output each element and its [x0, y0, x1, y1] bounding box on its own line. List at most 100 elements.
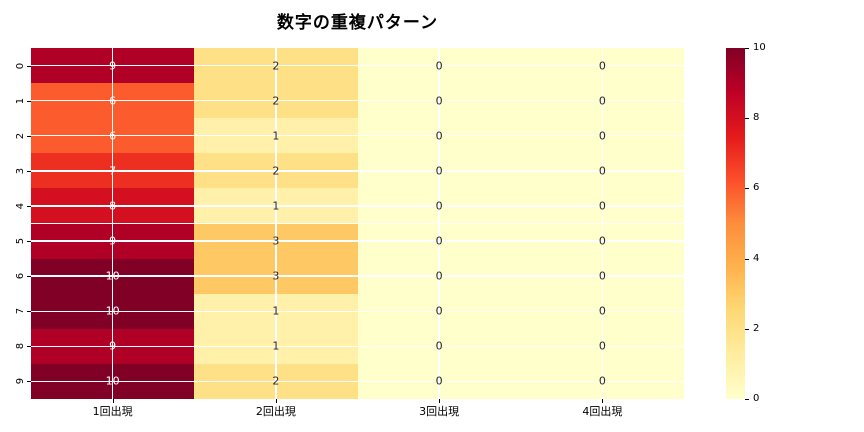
grid-line-horizontal: [31, 275, 684, 277]
cell-annotation: 0: [435, 129, 443, 143]
cell-annotation: 0: [435, 374, 443, 388]
cell-annotation: 0: [435, 234, 443, 248]
y-axis-tick: [27, 65, 31, 67]
y-axis-tick-label: 5: [15, 237, 26, 245]
cell-annotation: 6: [109, 94, 117, 108]
x-axis-tick: [439, 399, 441, 403]
colorbar-tick: [745, 399, 749, 400]
grid-line-horizontal: [31, 240, 684, 242]
x-axis-tick: [112, 399, 114, 403]
x-axis-tick: [602, 399, 604, 403]
cell-annotation: 9: [109, 339, 117, 353]
y-axis-tick: [27, 346, 31, 348]
grid-line-horizontal: [31, 310, 684, 312]
colorbar-tick-label: 8: [753, 112, 760, 124]
grid-line-horizontal: [31, 99, 684, 102]
colorbar-tick-label: 6: [753, 182, 760, 194]
colorbar-tick-label: 2: [753, 322, 760, 334]
colorbar-tick-label: 0: [753, 393, 760, 404]
colorbar-tick: [745, 258, 749, 260]
y-axis-tick-label: 7: [15, 308, 26, 315]
colorbar-tick-label: 4: [753, 252, 760, 264]
cell-annotation: 0: [598, 59, 606, 73]
cell-annotation: 2: [272, 94, 280, 108]
cell-annotation: 0: [598, 269, 606, 283]
cell-annotation: 0: [435, 94, 443, 108]
grid-line-horizontal: [31, 135, 684, 137]
x-axis: 1回出現 2回出現 3回出現 4回出現: [31, 399, 684, 432]
cell-annotation: 9: [109, 234, 117, 248]
colorbar-tick: [745, 188, 749, 190]
y-axis-tick-label: 2: [15, 132, 26, 139]
cell-annotation: 0: [435, 304, 443, 318]
grid-line-vertical: [601, 48, 604, 399]
y-axis-tick: [27, 170, 31, 172]
cell-annotation: 0: [435, 164, 443, 178]
grid-line-vertical: [275, 48, 277, 399]
cell-annotation: 0: [598, 374, 606, 388]
cell-annotation: 0: [435, 199, 443, 213]
cell-annotation: 0: [598, 199, 606, 213]
cell-annotation: 10: [105, 374, 120, 388]
grid-line-vertical: [111, 48, 114, 399]
cell-annotation: 0: [598, 94, 606, 108]
cell-annotation: 3: [272, 234, 280, 248]
cell-annotation: 1: [272, 129, 280, 143]
y-axis-tick: [27, 205, 31, 207]
colorbar-tick: [745, 328, 749, 330]
y-axis-tick: [27, 100, 31, 102]
grid-line-horizontal: [31, 205, 684, 207]
cell-annotation: 2: [272, 374, 280, 388]
y-axis-tick: [27, 135, 31, 137]
y-axis: 0 1 2 3 4 5 6 7 8 9: [0, 48, 31, 399]
y-axis-tick: [27, 381, 31, 383]
x-axis-tick-label: 1回出現: [92, 405, 133, 418]
cell-annotation: 10: [105, 304, 120, 318]
cell-annotation: 0: [435, 269, 443, 283]
x-axis-tick-label: 3回出現: [419, 405, 460, 418]
cell-annotation: 1: [272, 339, 280, 353]
y-axis-tick: [27, 241, 31, 243]
cell-annotation: 2: [272, 164, 280, 178]
cell-annotation: 8: [109, 199, 117, 213]
cell-annotation: 0: [598, 129, 606, 143]
cell-annotation: 0: [598, 304, 606, 318]
chart-title: 数字の重複パターン: [276, 13, 439, 33]
colorbar-tick-label: 10: [753, 42, 766, 53]
x-axis-tick-label: 2回出現: [255, 405, 296, 418]
colorbar-tick: [745, 118, 749, 120]
heatmap-plot: 9 2 0 0 6 2 0 0 6 1 0 0 7 2 0 0 8 1 0 0 9 3 0 0 10 3 0 0 10 1 0 0 9 1 0 0 10…: [31, 48, 684, 399]
colorbar-tick: [745, 48, 749, 49]
colorbar: 0 2 4 6 8 10: [726, 43, 766, 404]
y-axis-tick-label: 6: [15, 272, 26, 280]
cell-annotation: 3: [272, 269, 280, 283]
cell-annotation: 0: [598, 339, 606, 353]
y-axis-tick-label: 9: [15, 378, 26, 385]
cell-annotation: 0: [435, 59, 443, 73]
y-axis-tick: [27, 276, 31, 278]
x-axis-tick-label: 4回出現: [582, 405, 623, 418]
cell-annotation: 2: [272, 59, 280, 73]
cell-annotation: 9: [109, 59, 117, 73]
grid-line-vertical: [438, 48, 440, 399]
cell-annotation: 7: [109, 164, 117, 178]
grid-line-horizontal: [31, 64, 684, 67]
cell-annotation: 0: [598, 234, 606, 248]
cell-annotation: 1: [272, 304, 280, 318]
cell-annotation: 1: [272, 199, 280, 213]
y-axis-tick-label: 0: [15, 62, 26, 69]
y-axis-tick-label: 4: [15, 202, 26, 210]
cell-annotation: 10: [105, 269, 120, 283]
y-axis-tick-label: 8: [15, 343, 26, 350]
grid-line-horizontal: [31, 170, 684, 172]
y-axis-tick-label: 1: [15, 97, 26, 104]
cell-annotation: 6: [109, 129, 117, 143]
y-axis-tick: [27, 311, 31, 313]
cell-annotation: 0: [598, 164, 606, 178]
y-axis-tick-label: 3: [15, 167, 26, 175]
grid-line-horizontal: [31, 380, 684, 383]
cell-annotation: 0: [435, 339, 443, 353]
grid-line-horizontal: [31, 345, 684, 348]
x-axis-tick: [275, 399, 277, 403]
